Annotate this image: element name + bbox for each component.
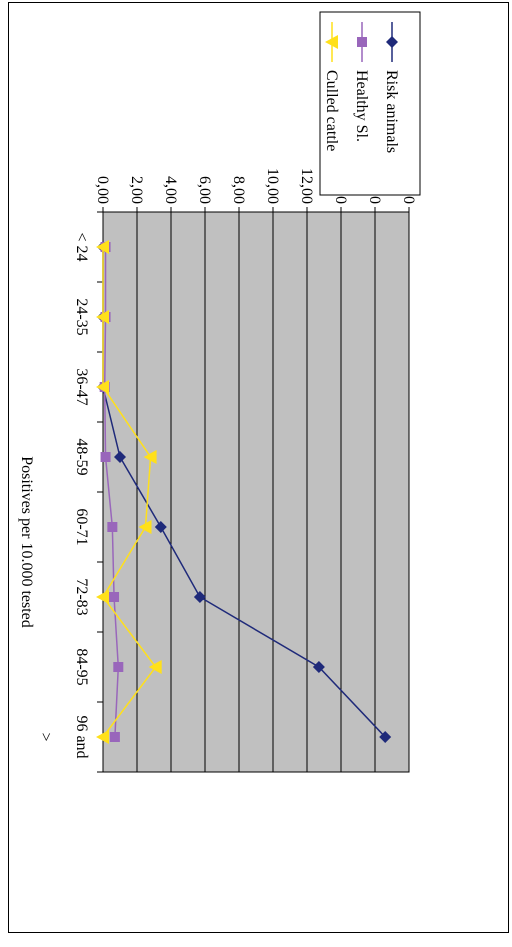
legend-label: Culled cattle [323, 70, 340, 151]
x-category-label: 84-95 [73, 648, 90, 685]
plot-area [102, 211, 410, 773]
x-category-label: 72-83 [73, 578, 90, 615]
data-point [96, 380, 109, 394]
legend-marker [325, 35, 338, 49]
series-line [103, 247, 120, 738]
data-point [109, 592, 120, 602]
y-tick-label: 2,00 [128, 176, 145, 204]
legend-marker [386, 36, 398, 48]
data-point [138, 520, 152, 534]
x-category-label: 60-71 [73, 508, 90, 545]
data-point [109, 732, 120, 742]
x-category-label: 24-35 [73, 298, 90, 335]
data-point [100, 452, 111, 462]
x-category-label: 36-47 [73, 368, 90, 405]
series [96, 240, 392, 744]
data-point [154, 521, 167, 533]
legend: Risk animals Healthy Sl. Culled cattle [319, 11, 421, 196]
y-tick-label: 12,00 [298, 168, 315, 204]
data-point [193, 591, 206, 603]
data-point [113, 662, 124, 672]
data-point [148, 660, 162, 674]
y-axis-label: Positives per 10.000 tested [18, 456, 35, 628]
x-axis-categories: < 24 24-35 36-47 48-59 60-71 72-83 84-95 96 and… [37, 232, 90, 758]
x-category-label: 96 and> [37, 715, 90, 758]
y-tick-label: 0,00 [94, 176, 111, 204]
series-line [102, 247, 157, 738]
legend-label: Healthy Sl. [353, 70, 370, 142]
x-category-label: < 24 [73, 232, 90, 261]
data-point [143, 450, 157, 464]
legend-label: Risk animals [383, 70, 400, 153]
y-tick-label: 10,00 [264, 168, 281, 204]
data-point [96, 590, 109, 604]
legend-marker [357, 37, 367, 47]
y-tick-label: 4,00 [162, 176, 179, 204]
data-point [96, 310, 109, 324]
data-point [312, 661, 325, 673]
gridlines [136, 212, 410, 772]
x-category-label: 48-59 [73, 438, 90, 475]
data-point [96, 730, 109, 744]
chart-frame [8, 2, 509, 933]
data-point [114, 451, 126, 463]
y-tick-label: 6,00 [196, 176, 213, 204]
data-point [107, 522, 118, 532]
y-tick-label: 8,00 [230, 176, 247, 204]
data-point [96, 240, 109, 254]
legend-box [319, 11, 421, 196]
series-culled-cattle [96, 240, 162, 744]
